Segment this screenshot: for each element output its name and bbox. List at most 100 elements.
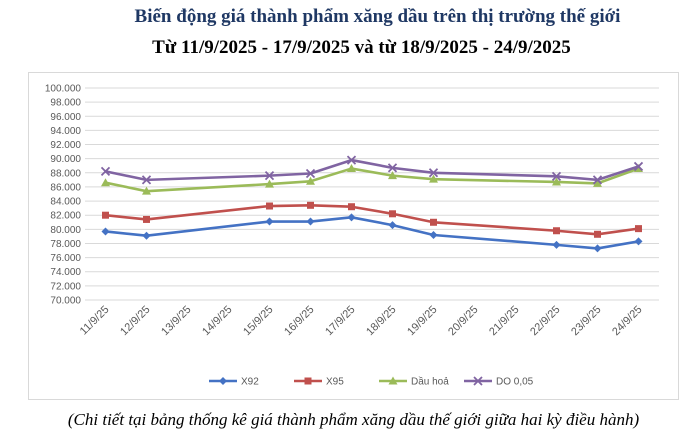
chart-subtitle: Từ 11/9/2025 - 17/9/2025 và từ 18/9/2025… — [152, 37, 571, 58]
data-point-stroke — [387, 163, 398, 173]
x-tick-label: 17/9/25 — [323, 304, 357, 338]
legend-entry: Dầu hoả — [379, 376, 449, 388]
data-point — [264, 170, 275, 181]
chart-area: 70.000 72.000 74.000 76.000 78.000 80.000 82.0… — [28, 72, 679, 400]
data-point — [428, 168, 439, 178]
data-point — [305, 168, 316, 179]
y-tick-label: 100.000 — [45, 84, 82, 95]
data-point — [593, 178, 602, 187]
series-line-2 — [105, 204, 639, 236]
data-point — [304, 377, 312, 385]
data-point-stroke — [264, 170, 275, 181]
data-point-stroke — [305, 168, 316, 179]
y-tick-label: 74.000 — [50, 267, 81, 278]
data-point — [552, 240, 561, 249]
data-point — [347, 213, 356, 222]
data-point-stroke — [141, 175, 152, 185]
legend-entry: X95 — [294, 377, 344, 388]
data-point-stroke — [100, 166, 111, 177]
data-point — [142, 186, 151, 195]
y-tick-label: 78.000 — [50, 239, 81, 250]
legend-entry: X92 — [209, 377, 259, 388]
legend-label: DO 0,05 — [496, 377, 534, 388]
x-tick-label: 24/9/25 — [610, 304, 644, 338]
y-tick-label: 90.000 — [50, 154, 81, 165]
data-point — [593, 244, 602, 253]
data-point — [633, 161, 644, 172]
data-point — [306, 176, 315, 185]
y-tick-label: 76.000 — [50, 253, 81, 264]
data-point — [265, 179, 274, 188]
data-point — [101, 227, 110, 236]
x-tick-label: 15/9/25 — [241, 304, 275, 338]
x-tick-label: 22/9/25 — [528, 304, 562, 338]
data-point — [473, 376, 483, 386]
data-point — [101, 178, 110, 187]
data-point — [388, 171, 397, 180]
y-tick-label: 72.000 — [50, 281, 81, 292]
data-point — [143, 215, 150, 223]
data-point — [387, 163, 398, 173]
y-tick-label: 70.000 — [50, 296, 81, 307]
data-point — [346, 155, 357, 165]
data-point — [429, 230, 438, 239]
data-point-stroke — [428, 168, 439, 178]
data-point — [388, 376, 398, 385]
data-point — [388, 221, 397, 230]
data-point-stroke — [633, 161, 644, 172]
data-point — [100, 166, 111, 177]
data-point — [551, 171, 562, 181]
data-point-stroke — [473, 376, 483, 386]
y-tick-label: 94.000 — [50, 126, 81, 137]
x-tick-label: 14/9/25 — [200, 304, 234, 338]
data-point — [592, 175, 603, 185]
x-tick-label: 23/9/25 — [569, 304, 603, 338]
y-tick-label: 98.000 — [50, 98, 81, 109]
data-point — [430, 218, 437, 226]
x-tick-label: 13/9/25 — [159, 304, 193, 338]
data-point-stroke — [592, 175, 603, 185]
legend-entry: DO 0,05 — [464, 376, 534, 388]
data-point — [102, 211, 109, 219]
series-line-1 — [105, 216, 639, 250]
data-point — [266, 202, 273, 210]
y-tick-label: 88.000 — [50, 168, 81, 179]
data-point — [348, 203, 355, 211]
y-tick-label: 86.000 — [50, 182, 81, 193]
y-tick-label: 82.000 — [50, 211, 81, 222]
y-tick-label: 96.000 — [50, 112, 81, 123]
data-point — [307, 201, 314, 209]
data-point — [594, 230, 601, 238]
legend-label: Dầu hoả — [411, 376, 449, 388]
x-tick-label: 20/9/25 — [446, 304, 480, 338]
data-point — [634, 237, 643, 246]
data-point — [552, 177, 561, 186]
x-tick-label: 16/9/25 — [282, 304, 316, 338]
data-point — [635, 225, 642, 233]
x-tick-label: 12/9/25 — [118, 304, 152, 338]
x-tick-label: 11/9/25 — [78, 304, 112, 338]
data-point-stroke — [346, 155, 357, 165]
x-tick-label: 18/9/25 — [364, 304, 398, 338]
x-tick-label: 21/9/25 — [487, 304, 521, 338]
data-point — [429, 174, 438, 183]
series-line-3 — [105, 167, 639, 193]
series-line-4 — [105, 158, 639, 182]
data-point-stroke — [551, 171, 562, 181]
y-tick-label: 80.000 — [50, 225, 81, 236]
data-point — [347, 164, 356, 173]
line-chart: 70.000 72.000 74.000 76.000 78.000 80.000 82.0… — [45, 84, 659, 388]
data-point — [389, 210, 396, 218]
y-tick-label: 84.000 — [50, 197, 81, 208]
y-tick-label: 92.000 — [50, 140, 81, 151]
data-point — [634, 164, 643, 173]
data-point — [141, 175, 152, 185]
legend-label: X92 — [241, 377, 259, 388]
data-point — [306, 217, 315, 226]
data-point — [265, 217, 274, 226]
footnote: (Chi tiết tại bảng thống kê giá thành ph… — [67, 410, 640, 429]
data-point — [553, 227, 560, 235]
chart-title: Biến động giá thành phẩm xăng dầu trên t… — [134, 6, 621, 27]
x-tick-label: 19/9/25 — [405, 304, 439, 338]
data-point — [142, 231, 151, 240]
